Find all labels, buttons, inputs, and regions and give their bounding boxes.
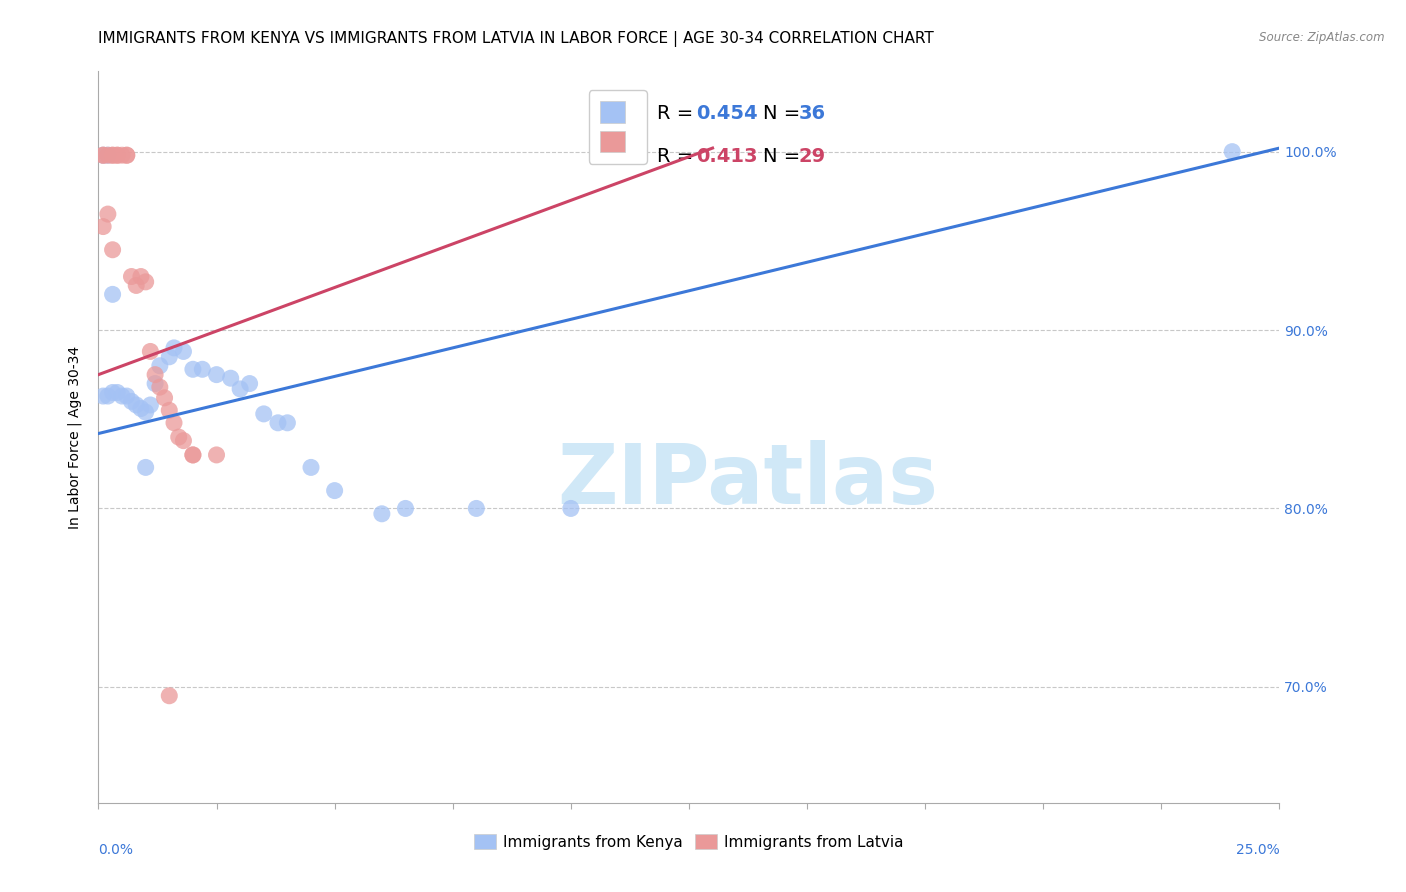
Point [101, 148, 124, 162]
Point [149, 359, 172, 373]
Point [267, 416, 290, 430]
Point [205, 368, 228, 382]
Point [394, 501, 416, 516]
Point [181, 448, 204, 462]
Point [157, 350, 180, 364]
Point [143, 368, 166, 382]
Point [172, 434, 194, 448]
Point [172, 344, 194, 359]
Point [101, 148, 124, 162]
Point [97, 148, 120, 162]
Point [135, 275, 157, 289]
Text: 29: 29 [799, 146, 825, 166]
Point [111, 389, 134, 403]
Point [105, 148, 128, 162]
Point [181, 448, 204, 462]
Point [111, 148, 134, 162]
Point [105, 148, 128, 162]
Point [91, 148, 114, 162]
Point [97, 389, 120, 403]
Point [129, 269, 152, 284]
Text: N =: N = [763, 104, 807, 123]
Point [323, 483, 346, 498]
Point [101, 385, 124, 400]
Point [219, 371, 242, 385]
Point [143, 376, 166, 391]
Point [139, 398, 162, 412]
Text: R =: R = [657, 146, 700, 166]
Point [1220, 145, 1243, 159]
Text: IMMIGRANTS FROM KENYA VS IMMIGRANTS FROM LATVIA IN LABOR FORCE | AGE 30-34 CORRE: IMMIGRANTS FROM KENYA VS IMMIGRANTS FROM… [98, 31, 934, 47]
Point [125, 278, 148, 293]
Point [163, 341, 186, 355]
Point [371, 507, 394, 521]
Text: 0.0%: 0.0% [98, 843, 134, 857]
Point [91, 389, 114, 403]
Text: ZIPatlas: ZIPatlas [558, 441, 938, 522]
Point [191, 362, 214, 376]
Point [153, 391, 176, 405]
Point [91, 219, 114, 234]
Point [121, 394, 143, 409]
Legend: Immigrants from Kenya, Immigrants from Latvia: Immigrants from Kenya, Immigrants from L… [467, 826, 911, 857]
Point [465, 501, 488, 516]
Point [135, 460, 157, 475]
Point [229, 382, 252, 396]
Text: Source: ZipAtlas.com: Source: ZipAtlas.com [1260, 31, 1385, 45]
Y-axis label: In Labor Force | Age 30-34: In Labor Force | Age 30-34 [67, 345, 83, 529]
Point [101, 287, 124, 301]
Point [560, 501, 582, 516]
Text: N =: N = [763, 146, 807, 166]
Text: 25.0%: 25.0% [1236, 843, 1279, 857]
Text: R =: R = [657, 104, 700, 123]
Point [157, 689, 180, 703]
Point [181, 362, 204, 376]
Point [97, 148, 120, 162]
Point [105, 385, 128, 400]
Point [91, 148, 114, 162]
Point [149, 380, 172, 394]
Point [115, 148, 138, 162]
Point [139, 344, 162, 359]
Point [157, 403, 180, 417]
Text: 36: 36 [799, 104, 825, 123]
Point [135, 405, 157, 419]
Point [129, 401, 152, 416]
Point [167, 430, 190, 444]
Point [115, 148, 138, 162]
Point [163, 416, 186, 430]
Text: 0.413: 0.413 [696, 146, 758, 166]
Point [253, 407, 276, 421]
Point [91, 148, 114, 162]
Point [115, 389, 138, 403]
Point [276, 416, 298, 430]
Point [205, 448, 228, 462]
Point [299, 460, 322, 475]
Point [101, 243, 124, 257]
Point [97, 207, 120, 221]
Text: 0.454: 0.454 [696, 104, 758, 123]
Point [125, 398, 148, 412]
Point [121, 269, 143, 284]
Point [239, 376, 262, 391]
